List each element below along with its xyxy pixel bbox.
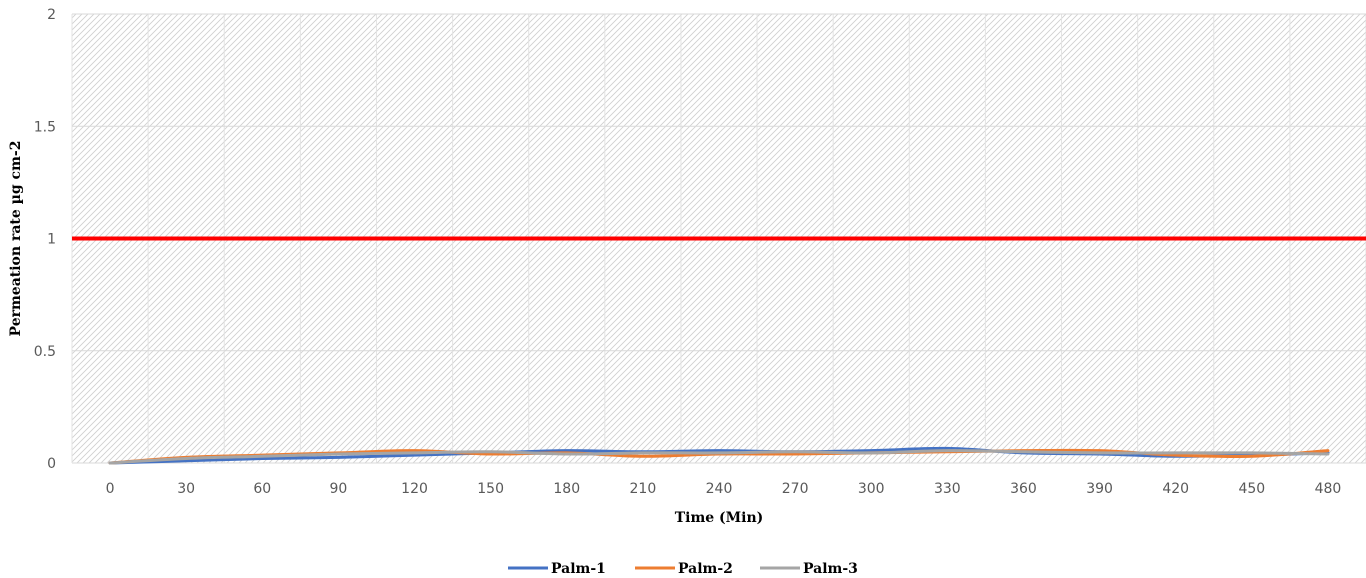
- y-tick-label: 1.5: [34, 119, 56, 135]
- x-tick-label: 180: [553, 481, 580, 497]
- x-tick-label: 210: [630, 481, 657, 497]
- y-tick-label: 1: [47, 232, 56, 248]
- series-line-palm-3: [108, 449, 1330, 465]
- y-axis-title: Permeation rate µg cm-2: [8, 141, 24, 337]
- x-tick-label: 90: [329, 481, 347, 497]
- y-tick-label: 0.5: [34, 344, 56, 360]
- x-tick-label: 270: [782, 481, 809, 497]
- x-tick-label: 150: [477, 481, 504, 497]
- x-tick-label: 330: [934, 481, 961, 497]
- x-tick-label: 60: [253, 481, 271, 497]
- x-tick-label: 240: [706, 481, 733, 497]
- x-tick-label: 0: [106, 481, 115, 497]
- x-tick-label: 390: [1086, 481, 1113, 497]
- x-tick-label: 30: [177, 481, 195, 497]
- legend-label: Palm-3: [803, 561, 858, 577]
- x-tick-label: 450: [1238, 481, 1265, 497]
- x-tick-label: 120: [401, 481, 428, 497]
- series-layer: [108, 446, 1330, 465]
- x-tick-label: 300: [858, 481, 885, 497]
- x-axis-title: Time (Min): [675, 510, 764, 526]
- y-tick-labels: 0 0.5 1 1.5 2: [34, 7, 56, 472]
- x-tick-label: 360: [1010, 481, 1037, 497]
- y-tick-label: 0: [47, 456, 56, 472]
- x-tick-labels: 0 30 60 90 120 150 180 210 240 270 300 330 360 390 420…: [106, 481, 1342, 497]
- y-tick-label: 2: [47, 7, 56, 23]
- legend-label: Palm-2: [678, 561, 733, 577]
- series-line-palm-1: [108, 446, 1330, 465]
- legend-label: Palm-1: [551, 561, 606, 577]
- x-tick-label: 420: [1162, 481, 1189, 497]
- x-tick-label: 480: [1315, 481, 1342, 497]
- legend: Palm-1 Palm-2 Palm-3: [508, 561, 858, 577]
